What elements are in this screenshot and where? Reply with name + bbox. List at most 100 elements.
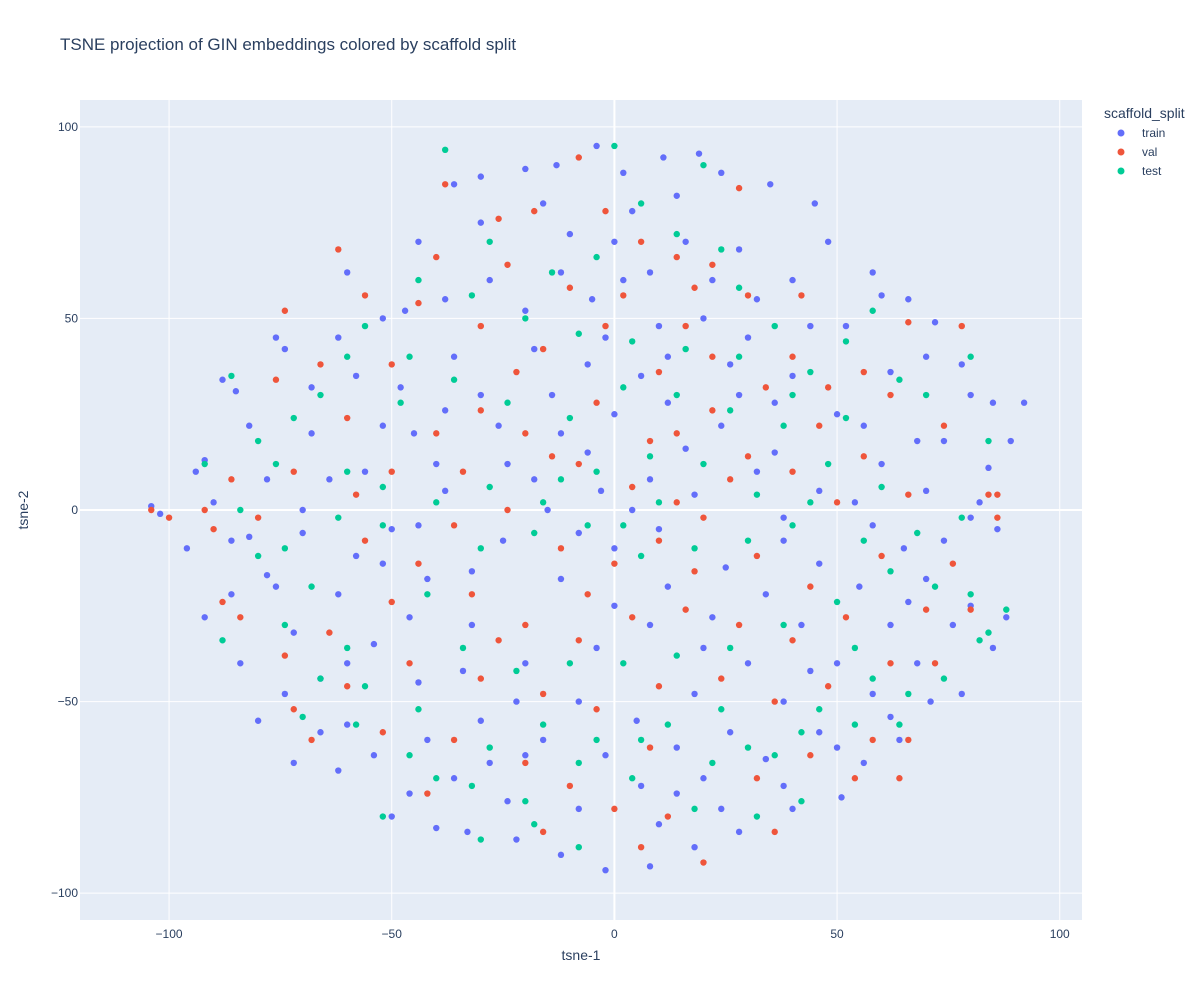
legend-item-test[interactable]: test: [1117, 164, 1163, 178]
data-point-val: [308, 736, 315, 744]
data-point-train: [922, 353, 930, 360]
data-point-train: [441, 296, 449, 303]
data-point-test: [824, 460, 832, 468]
x-tick-label: 100: [1050, 927, 1070, 941]
data-point-train: [927, 698, 934, 705]
data-point-test: [281, 545, 289, 552]
data-point-test: [896, 721, 903, 728]
data-point-train: [664, 583, 672, 590]
data-point-val: [691, 568, 698, 575]
data-point-test: [851, 644, 859, 652]
data-point-val: [228, 476, 235, 483]
legend-item-train[interactable]: train: [1117, 126, 1166, 140]
data-point-train: [597, 487, 605, 495]
data-point-test: [798, 798, 805, 805]
data-point-train: [811, 200, 818, 207]
data-point-train: [388, 525, 395, 533]
data-point-train: [976, 499, 983, 506]
data-point-train: [379, 315, 387, 322]
data-point-test: [397, 399, 404, 406]
data-point-val: [735, 621, 743, 629]
data-point-train: [780, 782, 787, 790]
data-point-train: [406, 790, 413, 797]
data-point-train: [905, 296, 912, 303]
data-point-test: [486, 483, 493, 491]
data-point-train: [1007, 437, 1014, 445]
data-point-test: [531, 529, 538, 537]
data-point-val: [433, 430, 440, 437]
data-point-val: [504, 261, 511, 268]
data-point-train: [851, 499, 859, 506]
data-point-train: [753, 296, 761, 303]
data-point-val: [468, 591, 476, 598]
data-point-val: [539, 690, 547, 698]
legend-item-val[interactable]: val: [1117, 145, 1158, 159]
data-point-test: [593, 468, 600, 475]
data-point-train: [789, 276, 796, 284]
data-point-test: [424, 591, 431, 598]
data-point-train: [842, 322, 850, 330]
data-point-val: [949, 560, 957, 567]
data-point-train: [914, 437, 921, 445]
data-point-test: [896, 376, 903, 383]
data-point-test: [539, 721, 547, 728]
data-point-train: [807, 322, 814, 330]
data-point-test: [646, 453, 654, 460]
data-point-val: [433, 253, 440, 261]
data-point-val: [842, 614, 850, 621]
data-point-test: [379, 483, 387, 491]
data-point-train: [878, 460, 885, 468]
legend-marker: [1117, 167, 1125, 175]
data-point-train: [611, 238, 618, 245]
data-point-train: [709, 614, 716, 621]
data-point-test: [441, 146, 449, 154]
data-point-test: [459, 644, 467, 652]
data-point-val: [673, 253, 680, 261]
data-point-train: [887, 621, 894, 629]
data-point-train: [655, 322, 663, 330]
data-point-train: [989, 644, 997, 652]
data-point-val: [379, 729, 387, 736]
data-point-train: [352, 372, 360, 380]
data-point-test: [335, 514, 342, 521]
data-point-test: [611, 142, 618, 150]
data-point-train: [856, 583, 863, 590]
data-point-train: [726, 361, 734, 368]
data-point-train: [691, 843, 698, 851]
data-point-train: [317, 729, 324, 736]
data-point-train: [246, 533, 253, 541]
data-point-test: [468, 782, 476, 790]
data-point-val: [646, 744, 654, 751]
data-point-train: [767, 181, 774, 188]
data-point-test: [317, 391, 324, 399]
data-point-train: [744, 660, 752, 667]
data-point-test: [522, 798, 529, 805]
data-point-train: [922, 487, 930, 495]
data-point-test: [379, 813, 387, 820]
data-point-val: [441, 181, 449, 188]
data-point-val: [388, 598, 395, 606]
data-point-train: [646, 476, 654, 483]
data-point-test: [504, 399, 511, 406]
data-point-train: [691, 690, 698, 698]
data-point-val: [664, 813, 672, 820]
data-point-test: [718, 706, 725, 713]
data-point-val: [539, 345, 547, 353]
data-point-test: [985, 629, 992, 636]
data-point-train: [308, 430, 315, 437]
data-point-val: [539, 828, 547, 836]
data-point-val: [219, 598, 226, 606]
data-point-train: [504, 798, 511, 805]
data-point-train: [816, 487, 823, 495]
data-point-train: [335, 334, 342, 341]
data-point-train: [468, 568, 476, 575]
data-point-train: [335, 591, 342, 598]
data-point-test: [486, 238, 493, 245]
data-point-test: [869, 675, 876, 682]
data-point-train: [789, 805, 796, 813]
data-point-val: [905, 491, 912, 498]
data-point-val: [744, 292, 752, 299]
data-point-train: [620, 276, 627, 284]
data-point-val: [709, 261, 716, 268]
data-point-train: [344, 269, 351, 276]
